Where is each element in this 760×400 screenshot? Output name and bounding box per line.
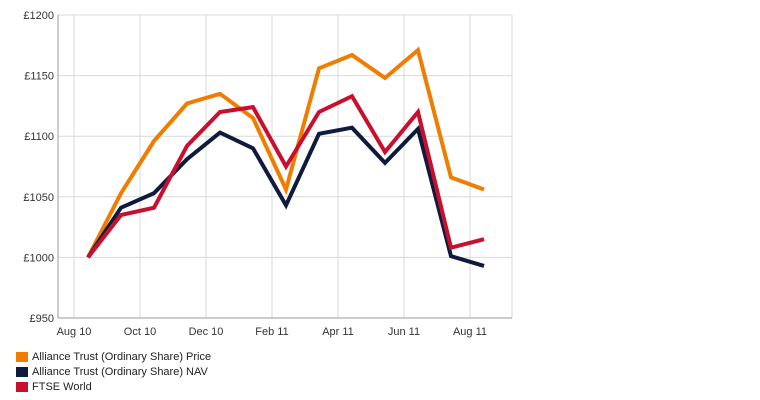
x-tick-label: Aug 11: [453, 326, 487, 338]
x-tick-label: Oct 10: [124, 326, 156, 338]
legend-swatch: [16, 367, 28, 377]
series-line-3: [86, 93, 485, 259]
y-tick-label: £1000: [23, 252, 54, 264]
legend-item-3: FTSE World: [16, 380, 211, 394]
y-tick-label: £1200: [23, 10, 54, 22]
legend-label: FTSE World: [32, 381, 92, 393]
x-tick-label: Apr 11: [322, 326, 354, 338]
legend-label: Alliance Trust (Ordinary Share) Price: [32, 351, 212, 363]
y-tick-label: £1100: [24, 131, 54, 143]
series-line-2: [86, 124, 485, 268]
legend-item-2: Alliance Trust (Ordinary Share) NAV: [16, 365, 211, 379]
y-tick-label: £950: [30, 313, 54, 325]
x-tick-label: Dec 10: [189, 326, 224, 338]
line-chart: £950 £1000 £1050 £1100 £1150 £1200 Aug 10 Oct 1…: [23, 10, 513, 338]
legend-label: Alliance Trust (Ordinary Share) NAV: [32, 366, 208, 378]
legend: Alliance Trust (Ordinary Share) Price All…: [16, 350, 211, 395]
legend-swatch: [16, 352, 28, 362]
legend-swatch: [16, 382, 28, 392]
x-tick-label: Jun 11: [388, 326, 420, 338]
y-tick-label: £1050: [23, 192, 54, 204]
y-tick-label: £1150: [24, 71, 54, 83]
series-line-1: [86, 46, 485, 259]
legend-item-1: Alliance Trust (Ordinary Share) Price: [16, 350, 211, 364]
x-tick-label: Aug 10: [57, 326, 92, 338]
x-tick-label: Feb 11: [255, 326, 288, 338]
